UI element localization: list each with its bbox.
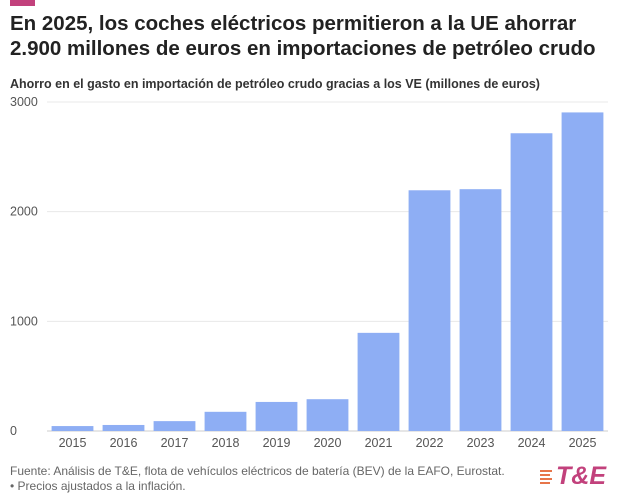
- logo-stripes-icon: [540, 469, 552, 484]
- x-tick-label: 2024: [518, 436, 546, 450]
- bar-2019: [255, 401, 298, 431]
- bar-2016: [102, 424, 145, 431]
- accent-bar: [10, 0, 35, 6]
- bar-2022: [408, 190, 451, 431]
- chart-subtitle: Ahorro en el gasto en importación de pet…: [10, 77, 540, 91]
- bar-2017: [153, 421, 196, 431]
- bar-2020: [306, 399, 349, 431]
- x-tick-label: 2020: [314, 436, 342, 450]
- x-tick-label: 2025: [569, 436, 597, 450]
- bar-2023: [459, 189, 502, 431]
- x-tick-label: 2019: [263, 436, 291, 450]
- x-tick-label: 2017: [161, 436, 189, 450]
- source-note: Fuente: Análisis de T&E, flota de vehícu…: [10, 464, 505, 493]
- y-tick-label: 0: [10, 424, 17, 438]
- bar-2015: [51, 426, 94, 431]
- y-tick-label: 3000: [10, 95, 38, 109]
- x-tick-label: 2023: [467, 436, 495, 450]
- x-tick-label: 2022: [416, 436, 444, 450]
- x-tick-label: 2018: [212, 436, 240, 450]
- x-tick-label: 2015: [59, 436, 87, 450]
- te-logo: T&E: [540, 462, 606, 491]
- logo-text: T&E: [556, 462, 606, 490]
- chart-title: En 2025, los coches eléctricos permitier…: [10, 12, 596, 60]
- x-tick-label: 2016: [110, 436, 138, 450]
- y-tick-label: 2000: [10, 205, 38, 219]
- x-tick-label: 2021: [365, 436, 393, 450]
- bar-2018: [204, 411, 247, 431]
- bar-2021: [357, 332, 400, 431]
- bar-2024: [510, 133, 553, 431]
- y-tick-label: 1000: [10, 314, 38, 328]
- bar-2025: [561, 112, 604, 431]
